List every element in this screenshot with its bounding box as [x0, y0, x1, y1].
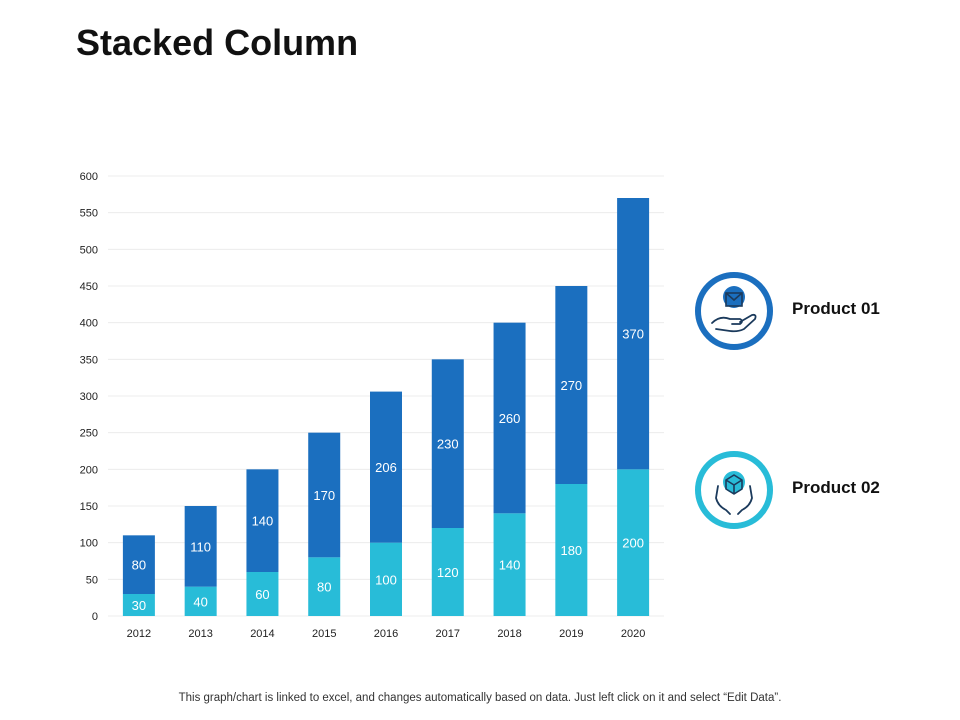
x-tick-label: 2017	[436, 628, 460, 640]
bar-product-02-2013	[184, 586, 217, 616]
x-tick-label: 2018	[497, 628, 521, 640]
y-tick-label: 350	[80, 354, 98, 366]
data-label-product-02-2015: 80	[317, 580, 331, 595]
data-label-product-01-2019: 270	[560, 378, 582, 393]
footnote: This graph/chart is linked to excel, and…	[178, 692, 782, 704]
data-label-product-01-2012: 80	[132, 558, 146, 573]
legend-label-product-01: Product 01	[792, 299, 880, 318]
data-label-product-01-2017: 230	[437, 437, 459, 452]
data-label-product-01-2016: 206	[375, 460, 397, 475]
x-tick-label: 2020	[621, 628, 645, 640]
data-label-product-01-2015: 170	[313, 488, 335, 503]
x-tick-label: 2013	[188, 628, 212, 640]
data-label-product-02-2020: 200	[622, 536, 644, 551]
hands-with-package-icon	[695, 451, 773, 529]
hand-holding-box-icon	[695, 272, 773, 350]
bar-product-02-2012	[122, 594, 155, 616]
bar-product-01-2015	[308, 432, 341, 558]
y-tick-label: 200	[80, 464, 98, 476]
y-tick-label: 100	[80, 538, 98, 550]
y-tick-label: 150	[80, 501, 98, 513]
bar-product-01-2016	[370, 391, 402, 543]
y-tick-label: 0	[92, 611, 98, 623]
y-tick-label: 400	[80, 318, 98, 330]
x-tick-label: 2015	[312, 628, 336, 640]
data-label-product-01-2013: 110	[190, 539, 211, 554]
bar-product-01-2018	[493, 322, 526, 514]
y-tick-label: 500	[80, 244, 98, 256]
bar-product-02-2015	[308, 557, 341, 616]
bar-product-01-2014	[246, 469, 279, 572]
y-tick-label: 550	[80, 208, 98, 220]
y-tick-label: 300	[80, 391, 98, 403]
page-title: Stacked Column	[76, 22, 359, 63]
bar-product-02-2016	[370, 542, 402, 616]
x-tick-label: 2019	[559, 628, 583, 640]
bar-product-02-2019	[555, 484, 588, 616]
bar-product-01-2012	[122, 535, 155, 594]
y-tick-label: 450	[80, 281, 98, 293]
y-tick-label: 600	[80, 171, 98, 183]
data-label-product-02-2016: 100	[375, 572, 397, 587]
bar-product-02-2014	[246, 572, 279, 616]
bar-product-02-2020	[617, 469, 650, 616]
bar-product-02-2018	[493, 513, 526, 616]
data-label-product-01-2018: 260	[499, 411, 521, 426]
data-label-product-01-2014: 140	[252, 514, 274, 529]
data-label-product-02-2014: 60	[255, 587, 269, 602]
bar-product-01-2019	[555, 286, 588, 484]
legend-label-product-02: Product 02	[792, 478, 880, 497]
data-label-product-02-2018: 140	[499, 558, 521, 573]
data-label-product-01-2020: 370	[622, 327, 644, 342]
x-tick-label: 2014	[250, 628, 274, 640]
data-label-product-02-2012: 30	[132, 598, 146, 613]
bar-product-02-2017	[431, 528, 464, 616]
data-label-product-02-2019: 180	[560, 543, 582, 558]
bar-product-01-2013	[184, 506, 217, 587]
legend-item-product-02: Product 02	[694, 450, 934, 530]
x-tick-label: 2016	[374, 628, 398, 640]
bar-product-01-2020	[617, 198, 650, 470]
y-tick-label: 50	[86, 574, 98, 586]
bar-product-01-2017	[431, 359, 464, 528]
data-label-product-02-2013: 40	[193, 594, 207, 609]
data-label-product-02-2017: 120	[437, 565, 459, 580]
y-tick-label: 250	[80, 428, 98, 440]
x-tick-label: 2012	[127, 628, 151, 640]
legend-item-product-01: Product 01	[694, 271, 934, 351]
